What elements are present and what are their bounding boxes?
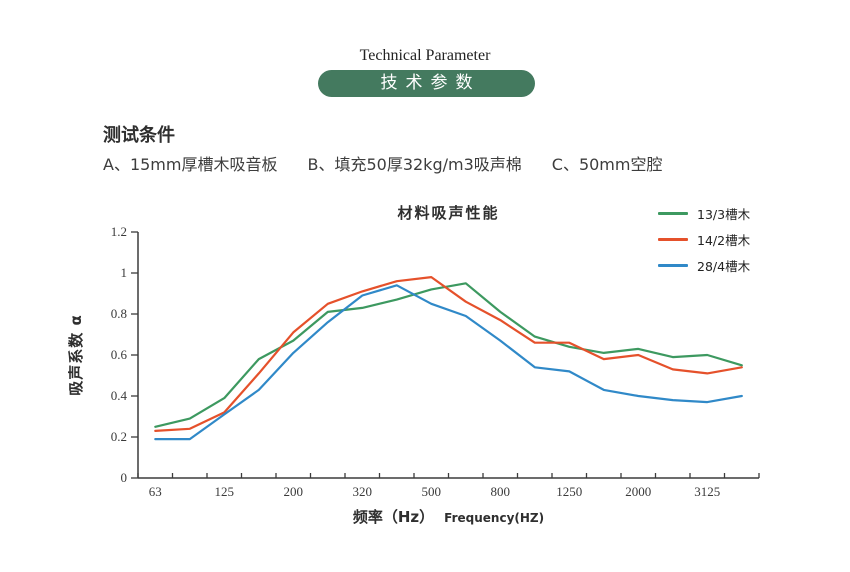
y-tick-label: 0.8 <box>111 306 127 321</box>
x-tick-label: 63 <box>149 484 162 499</box>
test-conditions-heading: 测试条件 <box>103 125 175 146</box>
page-title-english: Technical Parameter <box>359 47 491 64</box>
series-line-2 <box>154 284 743 441</box>
x-tick-label: 2000 <box>625 484 651 499</box>
legend-item-2: 28/4槽木 <box>658 252 750 278</box>
y-tick-label: 0.6 <box>111 347 128 362</box>
x-tick-label: 200 <box>284 484 304 499</box>
y-tick-label: 0 <box>121 470 128 485</box>
x-tick-label: 320 <box>353 484 373 499</box>
x-axis-label-en: Frequency(HZ) <box>444 511 545 525</box>
x-tick-label: 125 <box>215 484 235 499</box>
x-axis-label-zh: 频率（Hz） <box>352 508 435 526</box>
legend-line-swatch <box>658 237 688 241</box>
legend-line-swatch <box>658 263 688 267</box>
chart-legend: 13/3槽木 14/2槽木 28/4槽木 <box>658 200 750 278</box>
series-line-1 <box>154 276 743 432</box>
series-line-0 <box>154 282 743 428</box>
y-tick-label: 0.2 <box>111 429 127 444</box>
legend-label: 13/3槽木 <box>697 206 751 222</box>
legend-label: 28/4槽木 <box>697 258 751 274</box>
section-badge: 技术参数 <box>318 70 535 97</box>
legend-line-swatch <box>658 211 688 215</box>
x-tick-label: 1250 <box>556 484 582 499</box>
y-axis-label: 吸声系数 α <box>67 314 85 396</box>
y-tick-label: 0.4 <box>111 388 128 403</box>
legend-item-1: 14/2槽木 <box>658 226 750 252</box>
y-tick-label: 1 <box>121 265 128 280</box>
x-tick-label: 500 <box>422 484 442 499</box>
test-conditions-row: A、15mm厚槽木吸音板 B、填充50厚32kg/m3吸声棉 C、50mm空腔 <box>103 151 823 175</box>
x-tick-label: 3125 <box>694 484 720 499</box>
condition-item-b: B、填充50厚32kg/m3吸声棉 <box>307 155 522 174</box>
condition-item-a: A、15mm厚槽木吸音板 <box>103 155 278 174</box>
y-tick-label: 1.2 <box>111 224 127 239</box>
legend-label: 14/2槽木 <box>697 232 751 248</box>
x-axis-label: 频率（Hz） Frequency(HZ) <box>138 506 759 527</box>
x-tick-label: 800 <box>491 484 511 499</box>
chart-title: 材料吸声性能 <box>397 204 500 222</box>
legend-item-0: 13/3槽木 <box>658 200 750 226</box>
condition-item-c: C、50mm空腔 <box>551 155 663 174</box>
